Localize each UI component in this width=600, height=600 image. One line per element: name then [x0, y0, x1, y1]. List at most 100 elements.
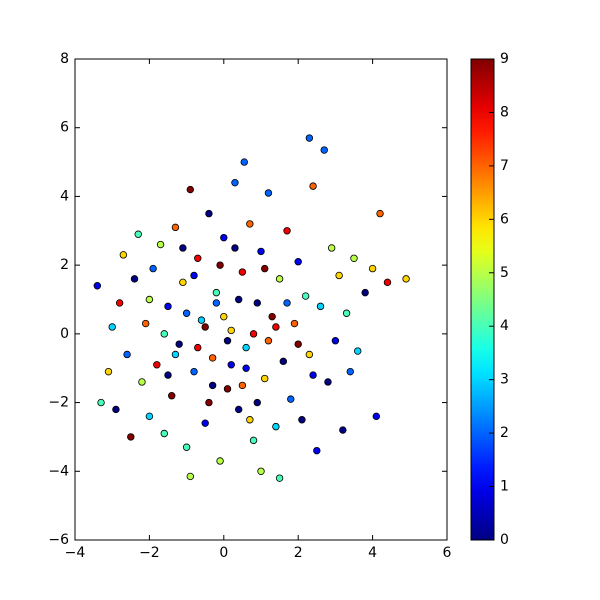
point [272, 323, 280, 331]
colorbar-tick-label: 4 [500, 318, 509, 334]
point [223, 337, 232, 345]
point [119, 251, 128, 259]
point [112, 405, 120, 414]
point [320, 146, 328, 154]
x-tick-label: 6 [443, 545, 452, 561]
point [171, 223, 180, 232]
point [186, 185, 195, 194]
point [216, 261, 224, 269]
y-tick-label: −4 [48, 463, 69, 479]
point [220, 312, 228, 321]
point [316, 302, 325, 311]
point [368, 264, 377, 273]
colorbar-tick-label: 5 [500, 265, 509, 281]
point [156, 240, 165, 249]
y-tick-label: 4 [60, 188, 69, 204]
point [160, 429, 168, 438]
colorbar-tick-label: 0 [500, 532, 509, 548]
point [216, 457, 224, 465]
point [227, 361, 235, 369]
plot-frame [74, 58, 448, 541]
point [383, 278, 392, 287]
point [171, 350, 180, 359]
point [197, 316, 206, 324]
point [261, 264, 269, 273]
point [298, 416, 306, 424]
point [179, 244, 187, 252]
point [249, 436, 258, 445]
point [294, 258, 302, 266]
point [305, 350, 314, 359]
point [275, 275, 284, 283]
point [268, 312, 276, 321]
colorbar-tick-label: 7 [500, 158, 509, 174]
point [272, 422, 280, 431]
point [190, 271, 198, 280]
colorbar [470, 58, 495, 541]
point [294, 340, 302, 348]
point [249, 330, 258, 338]
point [354, 347, 362, 355]
point [264, 189, 273, 197]
colorbar-tick-label: 3 [500, 372, 509, 388]
point [342, 309, 351, 317]
point [186, 472, 195, 481]
point [212, 299, 221, 307]
point [205, 209, 213, 218]
point [134, 230, 142, 238]
point [339, 426, 347, 434]
point [201, 419, 209, 427]
point [313, 446, 321, 455]
point [212, 288, 221, 297]
point [331, 337, 340, 345]
colorbar-tick-label: 6 [500, 211, 509, 227]
point [240, 158, 248, 166]
point [194, 343, 202, 352]
colorbar-tick-label: 2 [500, 425, 509, 441]
point [227, 326, 235, 335]
point [104, 367, 113, 376]
point [234, 295, 243, 304]
point [257, 247, 265, 256]
point [257, 467, 265, 475]
x-tick-label: 2 [294, 545, 303, 561]
point [346, 367, 354, 376]
point [123, 350, 131, 359]
point [179, 278, 187, 287]
point [231, 244, 239, 252]
point [246, 220, 254, 228]
x-tick-label: −4 [65, 545, 86, 561]
x-tick-label: −2 [139, 545, 160, 561]
point [231, 178, 239, 187]
x-tick-label: 0 [219, 545, 228, 561]
point [175, 340, 183, 348]
point [327, 244, 336, 252]
point [253, 299, 261, 307]
point [238, 268, 247, 276]
point [290, 319, 299, 328]
point [153, 361, 161, 369]
point [223, 385, 232, 393]
point [275, 474, 284, 482]
point [402, 275, 410, 283]
point [93, 282, 102, 290]
point [283, 227, 291, 235]
point [350, 254, 358, 262]
y-tick-label: 8 [60, 51, 69, 67]
point [264, 337, 273, 345]
point [141, 319, 150, 328]
colorbar-tick-label: 8 [500, 104, 509, 120]
point [242, 343, 250, 352]
point [130, 275, 139, 283]
point [145, 412, 154, 421]
point [301, 292, 310, 300]
point [149, 264, 157, 273]
point [361, 288, 369, 297]
point [160, 330, 168, 338]
point [168, 392, 176, 400]
y-tick-label: −2 [48, 395, 69, 411]
point [208, 381, 217, 390]
y-tick-label: −6 [48, 532, 69, 548]
colorbar-tick-label: 1 [500, 479, 509, 495]
